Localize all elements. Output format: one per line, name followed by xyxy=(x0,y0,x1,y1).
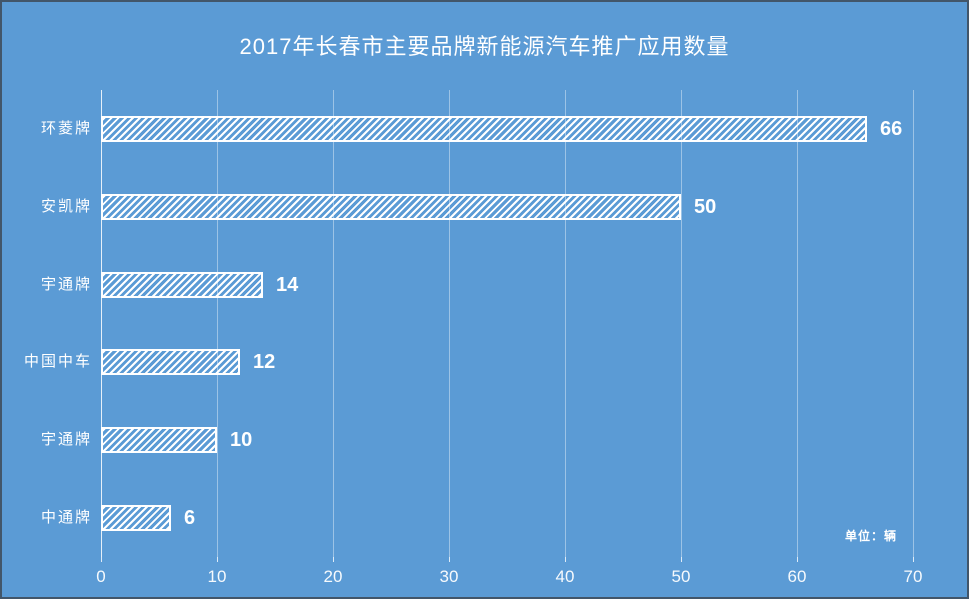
category-label: 中通牌 xyxy=(40,509,92,526)
x-axis-label: 0 xyxy=(96,567,106,586)
category-label: 宇通牌 xyxy=(40,431,92,448)
category-label: 宇通牌 xyxy=(40,276,92,293)
x-axis-label: 60 xyxy=(787,567,807,586)
value-label: 66 xyxy=(880,118,903,140)
axis-tick xyxy=(100,557,102,562)
axis-tick xyxy=(680,557,682,562)
bar xyxy=(101,194,681,220)
value-label: 12 xyxy=(253,351,276,373)
chart-title: 2017年长春市主要品牌新能源汽车推广应用数量 xyxy=(239,34,730,59)
axis-line xyxy=(100,90,102,557)
bar xyxy=(101,349,240,375)
bar xyxy=(101,427,217,453)
bar xyxy=(101,505,171,531)
axis-tick xyxy=(216,557,218,562)
axis-tick xyxy=(796,557,798,562)
gridline xyxy=(680,90,682,557)
category-label: 环菱牌 xyxy=(40,120,92,137)
unit-label: 单位：辆 xyxy=(844,529,897,543)
gridline xyxy=(796,90,798,557)
x-axis-label: 70 xyxy=(903,567,923,586)
gridline xyxy=(564,90,566,557)
category-label: 中国中车 xyxy=(23,353,92,370)
value-label: 10 xyxy=(230,429,253,451)
bar xyxy=(101,272,263,298)
value-label: 14 xyxy=(276,274,299,296)
gridline xyxy=(332,90,334,557)
x-axis-label: 10 xyxy=(207,567,227,586)
axis-tick xyxy=(332,557,334,562)
axis-tick xyxy=(564,557,566,562)
x-axis-label: 50 xyxy=(671,567,691,586)
axis-tick xyxy=(912,557,914,562)
category-label: 安凯牌 xyxy=(40,198,92,215)
plot-area: 0 10 20 30 40 50 60 70 环菱牌 66 安凯牌 50 宇通牌 14 中国中车 12 宇通牌 1… xyxy=(24,90,922,586)
x-axis-label: 30 xyxy=(439,567,459,586)
x-axis-label: 20 xyxy=(323,567,343,586)
axis-tick xyxy=(448,557,450,562)
bar xyxy=(101,116,867,142)
value-label: 6 xyxy=(184,507,196,529)
gridline xyxy=(912,90,914,557)
gridline xyxy=(448,90,450,557)
x-axis-label: 40 xyxy=(555,567,575,586)
gridline xyxy=(216,90,218,557)
value-label: 50 xyxy=(694,196,717,218)
